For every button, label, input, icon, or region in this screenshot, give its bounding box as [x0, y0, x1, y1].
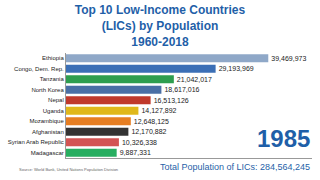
- svg-text:Top 10 Low-Income Countries(LI: Top 10 Low-Income Countries(LICs) by Pop…: [75, 3, 246, 48]
- svg-text:21,042,017: 21,042,017: [177, 76, 212, 83]
- svg-text:Tanzania: Tanzania: [40, 76, 65, 82]
- svg-text:Mozambique: Mozambique: [29, 118, 64, 124]
- svg-text:Ethiopia: Ethiopia: [42, 55, 64, 61]
- svg-text:14,127,892: 14,127,892: [141, 107, 176, 114]
- svg-text:16,513,126: 16,513,126: [154, 97, 189, 104]
- svg-text:Total Population of LICs: 284,: Total Population of LICs: 284,564,245: [160, 162, 310, 172]
- svg-text:10,326,338: 10,326,338: [122, 139, 157, 146]
- svg-text:12,648,125: 12,648,125: [134, 118, 169, 125]
- svg-text:Uganda: Uganda: [43, 108, 65, 114]
- svg-text:39,469,973: 39,469,973: [271, 55, 306, 62]
- svg-text:18,617,016: 18,617,016: [164, 86, 199, 93]
- svg-text:29,193,969: 29,193,969: [219, 65, 254, 72]
- svg-text:Afghanistan: Afghanistan: [32, 129, 64, 135]
- svg-text:Madagascar: Madagascar: [31, 150, 64, 156]
- svg-text:Source: World Bank, United Nat: Source: World Bank, United Nations Popul…: [19, 167, 118, 172]
- svg-text:North Korea: North Korea: [31, 87, 64, 93]
- svg-text:Congo, Dem. Rep.: Congo, Dem. Rep.: [14, 66, 64, 72]
- svg-text:Nepal: Nepal: [48, 97, 64, 103]
- svg-text:12,170,882: 12,170,882: [131, 128, 166, 135]
- svg-text:9,887,331: 9,887,331: [120, 149, 151, 156]
- svg-text:Syrian Arab Republic: Syrian Arab Republic: [8, 139, 64, 145]
- svg-text:1985: 1985: [257, 125, 310, 152]
